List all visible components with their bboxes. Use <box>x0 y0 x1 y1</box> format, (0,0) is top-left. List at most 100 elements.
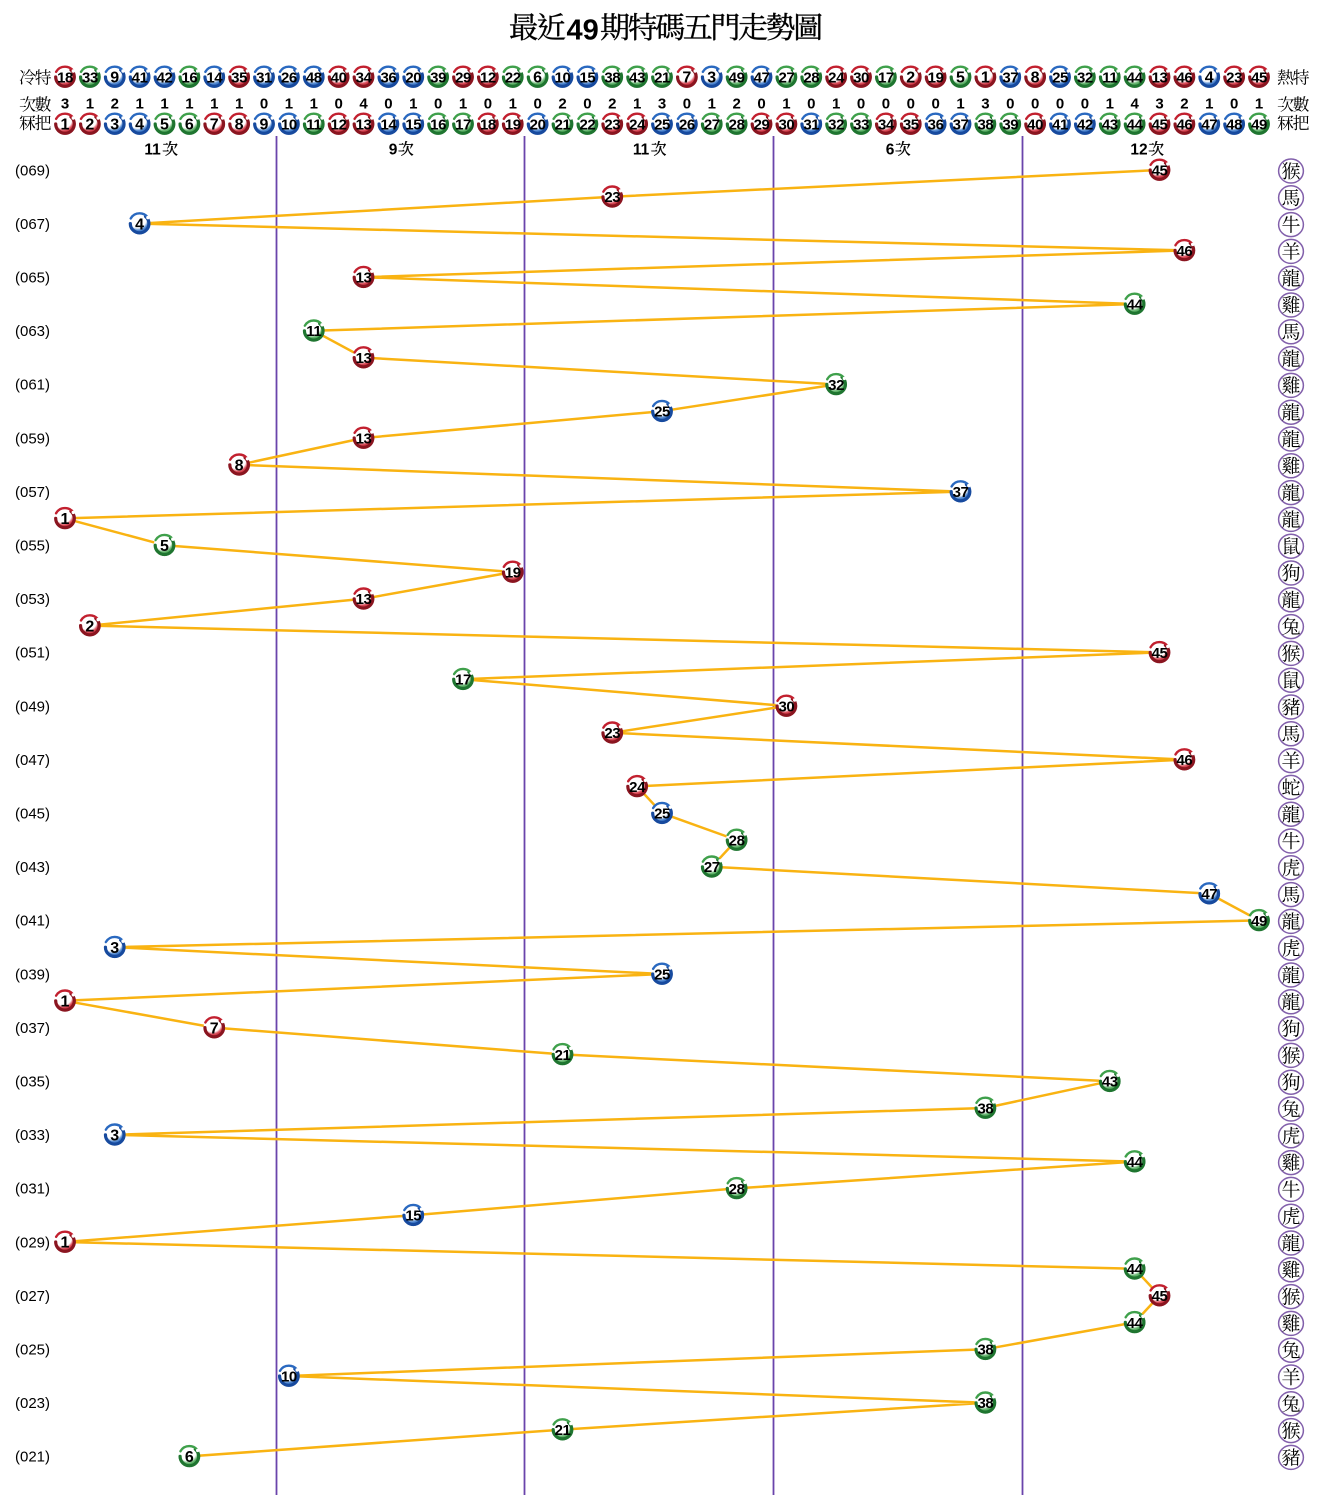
svg-text:21: 21 <box>555 116 571 133</box>
svg-text:1: 1 <box>310 96 318 113</box>
svg-text:44: 44 <box>1127 69 1144 86</box>
svg-text:4: 4 <box>135 216 144 233</box>
svg-text:19: 19 <box>505 116 521 133</box>
svg-text:2: 2 <box>558 96 566 113</box>
svg-text:6: 6 <box>185 117 194 134</box>
svg-text:(043): (043) <box>15 859 50 876</box>
svg-text:23: 23 <box>604 725 620 742</box>
svg-text:1: 1 <box>1205 96 1213 113</box>
svg-text:43: 43 <box>1102 116 1118 133</box>
svg-text:(031): (031) <box>15 1181 50 1198</box>
svg-text:27: 27 <box>778 69 794 86</box>
svg-text:22: 22 <box>579 116 595 133</box>
svg-text:44: 44 <box>1127 116 1144 133</box>
svg-text:40: 40 <box>1027 116 1043 133</box>
svg-text:27: 27 <box>704 859 720 876</box>
svg-text:0: 0 <box>1230 96 1238 113</box>
svg-text:0: 0 <box>931 96 939 113</box>
svg-text:4: 4 <box>1130 96 1139 113</box>
svg-text:0: 0 <box>907 96 915 113</box>
svg-text:1: 1 <box>61 1235 70 1252</box>
svg-text:22: 22 <box>505 69 521 86</box>
svg-text:45: 45 <box>1152 1288 1168 1305</box>
svg-text:4: 4 <box>1205 70 1214 87</box>
svg-text:43: 43 <box>629 69 645 86</box>
svg-text:15: 15 <box>405 1208 421 1225</box>
svg-text:45: 45 <box>1152 116 1168 133</box>
svg-text:10: 10 <box>555 69 571 86</box>
svg-text:(069): (069) <box>15 162 50 179</box>
svg-text:39: 39 <box>1002 116 1018 133</box>
svg-text:47: 47 <box>1201 116 1217 133</box>
svg-text:1: 1 <box>235 96 243 113</box>
svg-text:48: 48 <box>306 69 322 86</box>
svg-text:(035): (035) <box>15 1074 50 1091</box>
svg-text:44: 44 <box>1127 296 1144 313</box>
svg-text:0: 0 <box>334 96 342 113</box>
svg-text:20: 20 <box>530 116 546 133</box>
svg-text:7: 7 <box>682 70 691 87</box>
svg-text:25: 25 <box>1052 69 1068 86</box>
svg-text:(067): (067) <box>15 216 50 233</box>
svg-text:1: 1 <box>61 994 70 1011</box>
svg-text:13: 13 <box>356 116 372 133</box>
svg-text:35: 35 <box>903 116 919 133</box>
svg-text:1: 1 <box>782 96 790 113</box>
svg-text:1: 1 <box>61 117 70 134</box>
svg-text:1: 1 <box>981 70 990 87</box>
svg-text:36: 36 <box>380 69 396 86</box>
svg-text:44: 44 <box>1127 1154 1144 1171</box>
svg-text:0: 0 <box>260 96 268 113</box>
svg-text:33: 33 <box>82 69 98 86</box>
svg-text:1: 1 <box>956 96 964 113</box>
svg-text:17: 17 <box>455 672 471 689</box>
svg-text:(027): (027) <box>15 1288 50 1305</box>
svg-text:11: 11 <box>306 116 321 133</box>
svg-text:4: 4 <box>359 96 368 113</box>
svg-text:38: 38 <box>977 116 993 133</box>
svg-text:21: 21 <box>555 1422 571 1439</box>
svg-text:(037): (037) <box>15 1020 50 1037</box>
svg-text:20: 20 <box>405 69 421 86</box>
svg-text:0: 0 <box>484 96 492 113</box>
svg-text:45: 45 <box>1251 69 1267 86</box>
svg-text:47: 47 <box>754 69 770 86</box>
svg-text:3: 3 <box>1155 96 1163 113</box>
svg-text:41: 41 <box>1052 116 1068 133</box>
svg-text:8: 8 <box>235 117 244 134</box>
svg-text:18: 18 <box>57 69 73 86</box>
svg-text:1: 1 <box>1255 96 1263 113</box>
svg-text:13: 13 <box>356 591 372 608</box>
svg-text:32: 32 <box>828 377 844 394</box>
svg-text:26: 26 <box>281 69 297 86</box>
svg-text:(023): (023) <box>15 1395 50 1412</box>
svg-text:10: 10 <box>281 116 297 133</box>
svg-text:48: 48 <box>1226 116 1242 133</box>
svg-text:0: 0 <box>1056 96 1064 113</box>
svg-text:7: 7 <box>210 1020 219 1037</box>
svg-text:3: 3 <box>110 117 119 134</box>
svg-text:24: 24 <box>828 69 845 86</box>
svg-text:13: 13 <box>356 350 372 367</box>
svg-text:23: 23 <box>604 189 620 206</box>
svg-text:8: 8 <box>1031 70 1040 87</box>
svg-text:45: 45 <box>1152 162 1168 179</box>
svg-text:35: 35 <box>231 69 247 86</box>
svg-text:30: 30 <box>853 69 869 86</box>
svg-text:(041): (041) <box>15 913 50 930</box>
svg-text:0: 0 <box>757 96 765 113</box>
svg-text:49: 49 <box>729 69 745 86</box>
svg-text:25: 25 <box>654 966 670 983</box>
svg-text:9: 9 <box>389 142 398 159</box>
svg-text:27: 27 <box>704 116 720 133</box>
svg-text:36: 36 <box>928 116 944 133</box>
svg-text:5: 5 <box>160 538 169 555</box>
svg-text:2: 2 <box>906 70 915 87</box>
svg-text:3: 3 <box>110 940 119 957</box>
svg-text:9: 9 <box>110 70 119 87</box>
svg-text:1: 1 <box>409 96 417 113</box>
svg-text:1: 1 <box>61 511 70 528</box>
svg-text:29: 29 <box>455 69 471 86</box>
svg-text:8: 8 <box>235 458 244 475</box>
svg-text:2: 2 <box>608 96 616 113</box>
